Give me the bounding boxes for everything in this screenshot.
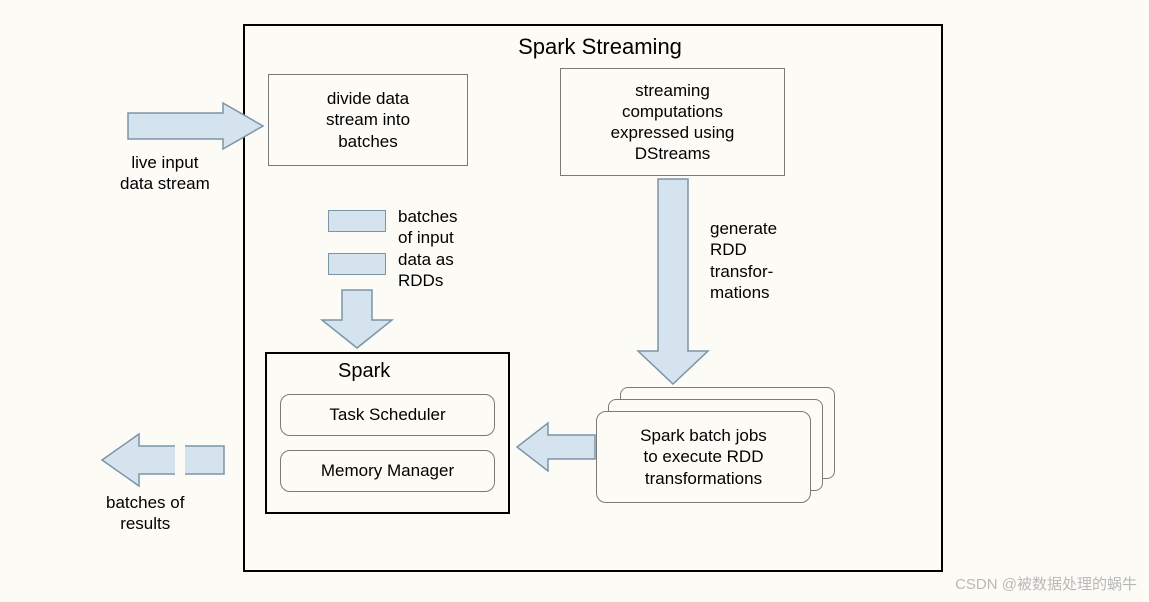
batch-rect-2 — [328, 253, 386, 275]
input-arrow-icon — [128, 98, 278, 158]
dstreams-box: streaming computations expressed using D… — [560, 68, 785, 176]
input-label: live input data stream — [120, 152, 210, 195]
spark-title: Spark — [338, 360, 390, 383]
batches-label: batches of input data as RDDs — [398, 206, 458, 291]
generate-label: generate RDD transfor- mations — [710, 218, 777, 303]
batches-down-arrow-icon — [310, 290, 410, 360]
main-title: Spark Streaming — [460, 34, 740, 60]
output-arrow-gap — [175, 434, 185, 484]
batch-jobs-box: Spark batch jobs to execute RDD transfor… — [596, 411, 811, 503]
output-label: batches of results — [106, 492, 184, 535]
output-arrow-icon — [94, 430, 234, 490]
divide-box: divide data stream into batches — [268, 74, 468, 166]
jobs-to-spark-arrow-icon — [513, 417, 603, 477]
watermark-text: CSDN @被数据处理的蜗牛 — [955, 573, 1137, 594]
task-scheduler-box: Task Scheduler — [280, 394, 495, 436]
memory-manager-box: Memory Manager — [280, 450, 495, 492]
batch-rect-1 — [328, 210, 386, 232]
